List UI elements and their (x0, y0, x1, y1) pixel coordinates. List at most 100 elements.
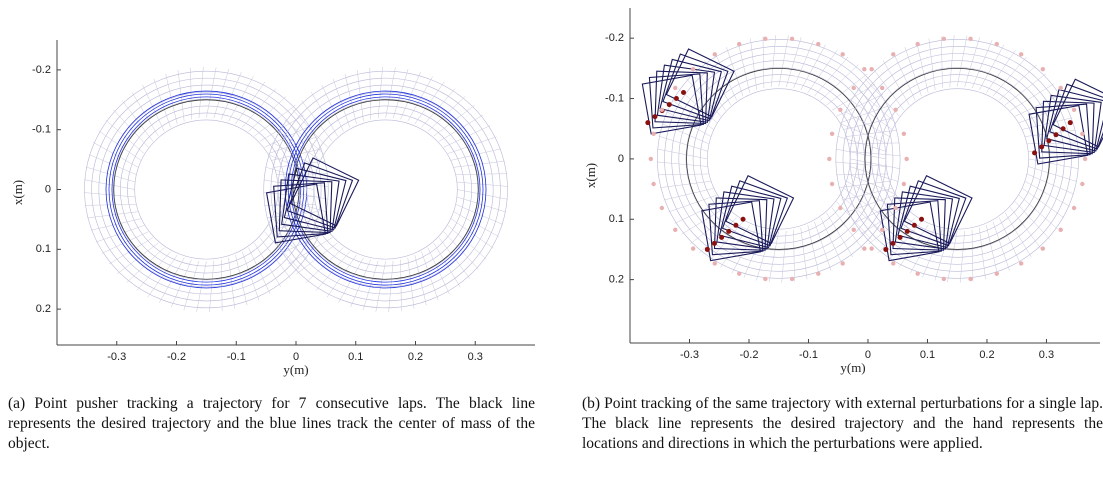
pusher-spoke (856, 88, 896, 123)
reference-point (1080, 131, 1085, 137)
pusher-spoke (768, 231, 779, 283)
perturbation-point (1039, 144, 1045, 150)
perturbation-point (645, 120, 651, 126)
tracked-com (284, 90, 487, 289)
object-pose (903, 175, 973, 245)
reference-point (941, 36, 947, 42)
pusher-spoke (835, 161, 887, 167)
reference-point (816, 271, 821, 276)
pusher-spoke (228, 257, 236, 309)
perturbation-point (673, 96, 679, 102)
pusher-trace (284, 91, 487, 288)
pusher-spoke (836, 173, 888, 176)
pusher-spoke (1027, 142, 1079, 145)
pusher-spoke (910, 227, 936, 274)
pusher-spoke (254, 242, 282, 288)
reference-point (851, 85, 856, 91)
object-pose (654, 70, 708, 125)
pusher-spoke (221, 71, 242, 120)
pusher-spoke (979, 44, 1005, 91)
y-tick-label: 0 (618, 153, 624, 165)
pusher-spoke (660, 181, 711, 188)
pusher-spoke (928, 38, 936, 91)
reference-point (869, 246, 874, 251)
reference-point (651, 181, 656, 187)
pusher-trace (98, 84, 315, 295)
pusher-spoke (421, 251, 439, 301)
pusher-spoke (131, 92, 159, 137)
pusher-spoke (414, 255, 427, 306)
pusher-spoke (1010, 83, 1055, 111)
pusher-spoke (259, 237, 291, 279)
reference-point (901, 131, 907, 137)
y-tick-label: -0.2 (32, 64, 51, 76)
y-axis-label: x(m) (10, 180, 25, 205)
pusher-spoke (165, 73, 178, 125)
pusher-spoke (916, 42, 929, 93)
reference-point (891, 52, 896, 57)
pusher-spoke (840, 123, 888, 145)
pusher-trace (91, 77, 322, 302)
pusher-spoke (248, 247, 271, 295)
pusher-spoke (971, 229, 974, 282)
pusher-spoke (235, 255, 248, 306)
reference-point (673, 227, 678, 233)
object-pose (725, 175, 795, 245)
y-tick-label: -0.1 (32, 124, 51, 136)
x-tick-label: 0.2 (408, 351, 423, 363)
pusher-spoke (750, 38, 757, 91)
x-tick-label: 0.2 (979, 349, 994, 361)
pusher-spoke (1024, 181, 1070, 207)
pusher-spoke (332, 78, 351, 128)
pusher-spoke (986, 50, 1016, 93)
reference-point (737, 41, 742, 47)
pusher-spoke (350, 259, 371, 308)
desired-trajectory (292, 99, 479, 280)
pusher-spoke (438, 114, 484, 142)
pusher-spoke (433, 105, 475, 137)
perturbation-point (733, 222, 739, 228)
pusher-spoke (310, 92, 338, 137)
object-pose (656, 64, 716, 123)
pusher-trace (864, 67, 1051, 251)
perturbation-point (911, 222, 917, 228)
pusher-spoke (213, 68, 230, 119)
reference-point (840, 261, 845, 266)
pusher-trace (664, 46, 894, 272)
y-tick-label: 0 (45, 183, 51, 195)
desired-trajectory (686, 67, 872, 250)
reference-point (880, 227, 885, 233)
pusher-spoke (356, 70, 364, 122)
pusher-spoke (1018, 194, 1058, 230)
pusher-trace (127, 112, 286, 267)
pusher-trace (277, 84, 494, 295)
perturbation-point (652, 114, 658, 120)
pusher-spoke (121, 100, 154, 142)
object-pose (1052, 78, 1103, 148)
pusher-spoke (657, 148, 708, 160)
object-pose (1043, 94, 1102, 154)
pusher-spoke (959, 230, 965, 283)
reference-point (712, 261, 717, 266)
x-tick-label: -0.2 (740, 349, 759, 361)
reference-point (915, 41, 920, 47)
perturbation-point (919, 216, 925, 222)
pusher-spoke (388, 260, 394, 313)
pusher-spoke (248, 96, 287, 132)
object-pose (659, 58, 723, 122)
reference-point (994, 271, 999, 276)
pusher-spoke (807, 225, 820, 276)
pusher-spoke (992, 56, 1027, 97)
y-tick-label: 0.1 (609, 213, 624, 225)
pusher-spoke (849, 151, 901, 157)
object-pose (892, 197, 946, 251)
pusher-spoke (126, 247, 165, 283)
reference-point (673, 85, 678, 91)
pusher-trace (105, 91, 308, 288)
pusher-spoke (956, 35, 968, 87)
reference-point (827, 156, 832, 162)
pusher-spoke (190, 67, 192, 120)
pusher-spoke (198, 66, 204, 119)
